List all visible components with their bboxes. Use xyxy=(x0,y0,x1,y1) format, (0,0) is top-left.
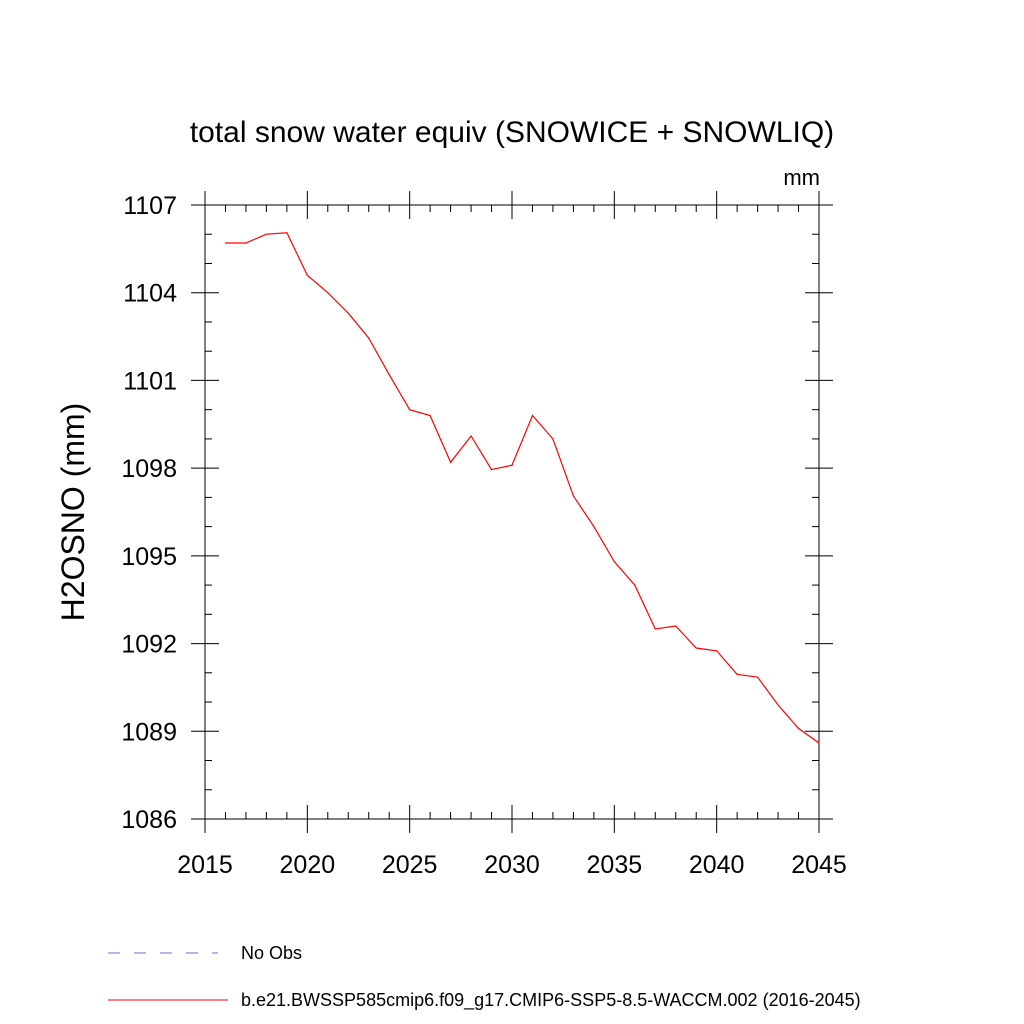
data-point xyxy=(470,435,472,437)
y-tick-label: 1086 xyxy=(121,806,177,834)
legend: No Obs b.e21.BWSSP585cmip6.f09_g17.CMIP6… xyxy=(108,943,861,1011)
x-tick-label: 2025 xyxy=(382,851,438,879)
data-point xyxy=(265,233,267,235)
data-point xyxy=(757,676,759,678)
data-point xyxy=(695,647,697,649)
data-point xyxy=(245,242,247,244)
data-point xyxy=(818,742,820,744)
data-point xyxy=(531,414,534,417)
data-point xyxy=(429,414,431,417)
data-point xyxy=(224,242,227,244)
x-tick-label: 2035 xyxy=(587,851,643,879)
units-label: mm xyxy=(783,165,820,190)
data-point xyxy=(306,274,308,276)
data-point xyxy=(777,704,779,706)
data-point xyxy=(675,625,677,627)
data-point xyxy=(716,650,718,652)
x-tick-label: 2040 xyxy=(689,851,745,879)
data-point xyxy=(347,312,349,314)
y-tick-label: 1098 xyxy=(121,455,177,483)
y-tick-label: 1089 xyxy=(121,718,177,746)
y-tick-label: 1095 xyxy=(121,543,177,571)
data-point xyxy=(654,628,656,630)
data-point xyxy=(286,232,288,234)
data-point xyxy=(797,727,800,729)
data-point xyxy=(593,526,595,528)
data-point xyxy=(490,469,493,471)
y-tick-label: 1092 xyxy=(121,631,177,659)
chart-title: total snow water equiv (SNOWICE + SNOWLI… xyxy=(190,116,834,149)
x-tick-label: 2030 xyxy=(484,851,540,879)
legend-label-no-obs: No Obs xyxy=(241,943,302,963)
axis-ticks: 2015 2020 2025 2030 2035 2040 2045 1086 1089 1092… xyxy=(121,191,847,879)
y-tick-label: 1101 xyxy=(123,367,177,395)
data-point xyxy=(613,561,615,563)
x-tick-label: 2020 xyxy=(280,851,336,879)
series-layer xyxy=(224,232,820,744)
data-point xyxy=(634,584,636,586)
data-point xyxy=(511,464,513,466)
data-point xyxy=(736,673,738,675)
data-point xyxy=(450,461,452,463)
data-point xyxy=(327,292,329,294)
data-point xyxy=(368,337,370,339)
data-point xyxy=(388,373,390,376)
x-tick-label: 2015 xyxy=(177,851,233,879)
data-point xyxy=(409,409,411,411)
data-point xyxy=(552,438,554,440)
y-tick-label: 1107 xyxy=(123,192,177,220)
y-tick-label: 1104 xyxy=(123,280,177,308)
x-tick-label: 2045 xyxy=(791,851,847,879)
data-point xyxy=(572,495,575,497)
y-axis-label: H2OSNO (mm) xyxy=(55,403,91,622)
series-line xyxy=(225,232,820,744)
legend-label-waccm: b.e21.BWSSP585cmip6.f09_g17.CMIP6-SSP5-8… xyxy=(241,990,861,1011)
plot-frame xyxy=(204,204,820,820)
